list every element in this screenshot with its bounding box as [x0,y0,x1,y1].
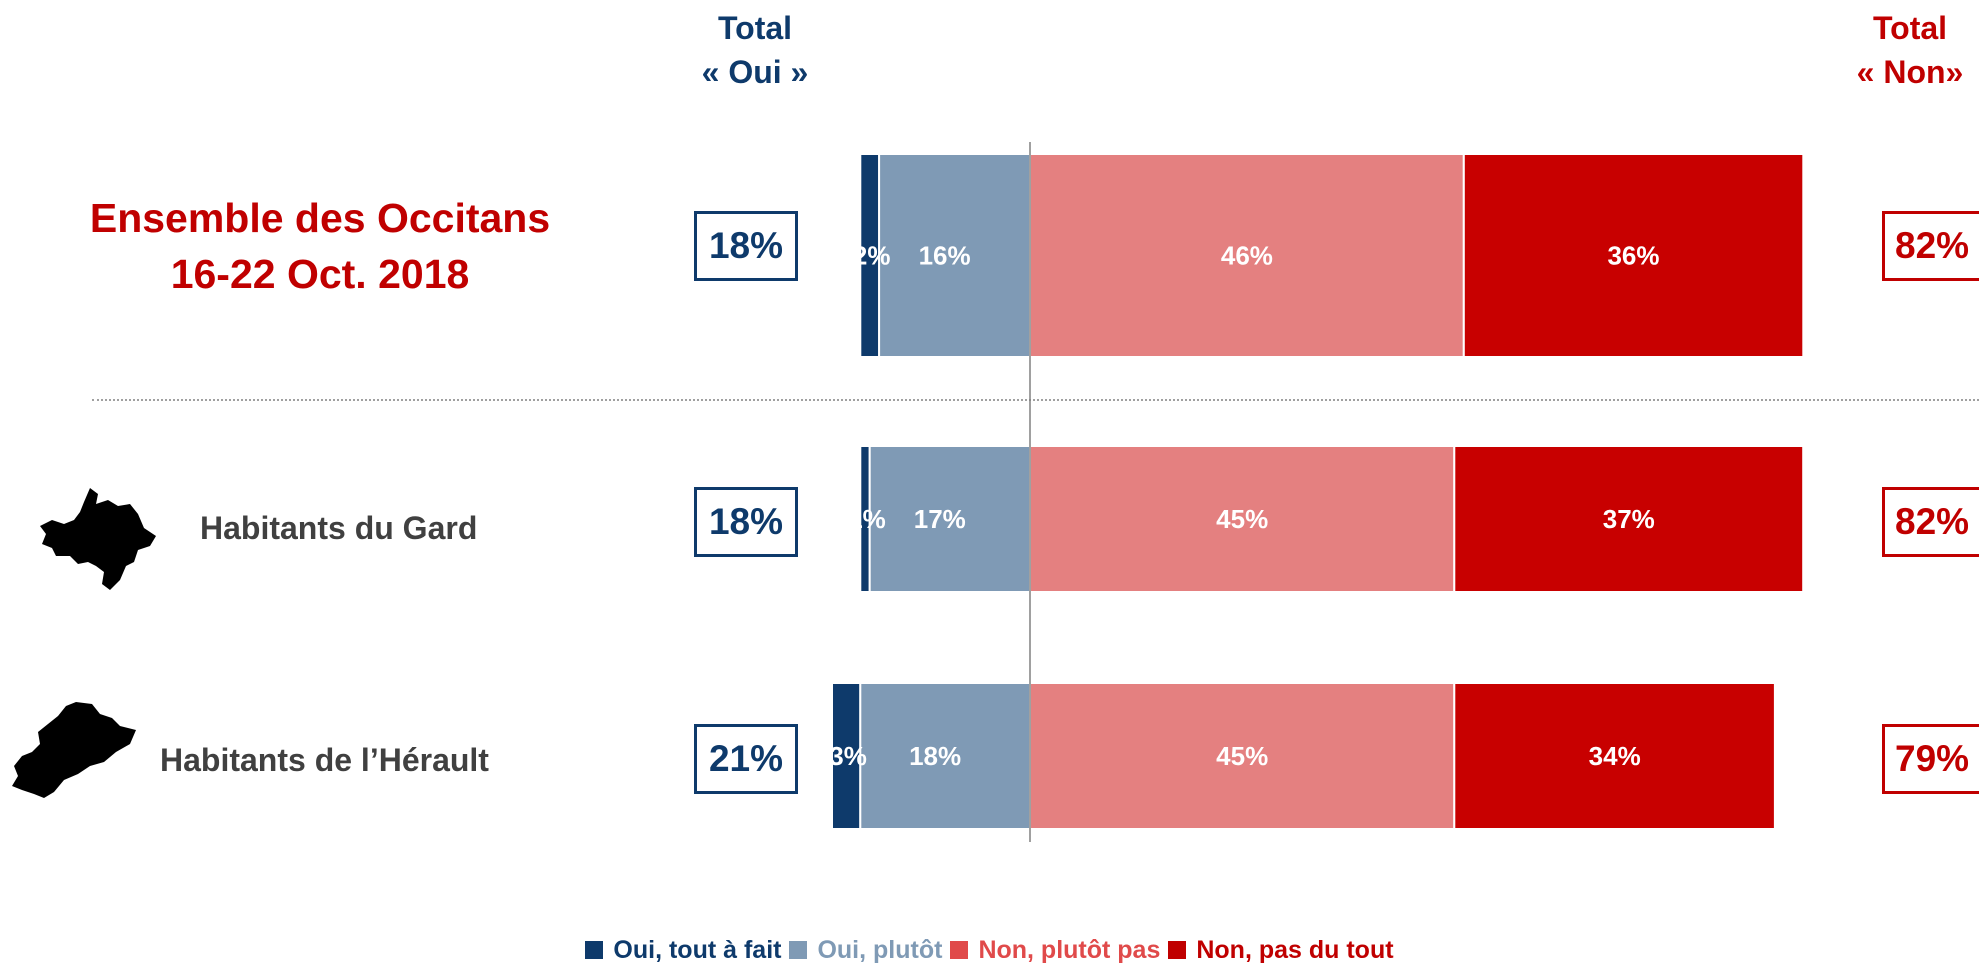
legend-item-non-pas-du-tout: Non, pas du tout [1168,935,1394,965]
bar-gard-non-pas-du-tout [1453,445,1805,593]
gard-map-icon [40,488,156,590]
total-non-box-ensemble: 82% [1882,211,1979,281]
legend-label: Oui, plutôt [817,935,943,964]
legend-item-non-plutot-pas: Non, plutôt pas [950,936,1160,965]
data-label-ensemble-oui-plutot: 16% [919,241,971,271]
legend-label: Non, plutôt pas [978,935,1161,964]
legend-swatch [585,941,604,959]
chart-legend: Oui, tout à fait Oui, plutôt Non, plutôt… [0,933,1979,967]
data-label-herault-oui-tout-a-fait: 3% [829,741,867,771]
bar-ensemble-non-plutot-pas [1029,153,1465,358]
data-label-ensemble-non-plutot-pas: 46% [1221,241,1273,271]
bar-gard-oui-plutot [868,445,1032,593]
total-non-box-herault: 79% [1882,724,1979,794]
total-non-header-line1: Total [1872,10,1948,46]
herault-map-icon [12,702,136,798]
data-label-herault-non-plutot-pas: 45% [1216,741,1268,771]
total-oui-box-herault: 21% [694,724,798,794]
total-non-box-gard: 82% [1882,487,1979,557]
legend-swatch [950,941,969,959]
data-label-gard-non-plutot-pas: 45% [1216,504,1268,534]
legend-item-oui-tout-a-fait: Oui, tout à fait [585,936,781,965]
row-label-herault: Habitants de l’Hérault [160,742,489,778]
bar-herault-oui-tout-a-fait [831,682,862,830]
legend-swatch [1168,941,1187,959]
bar-herault-non-pas-du-tout [1453,682,1776,830]
row-label-gard: Habitants du Gard [200,510,478,546]
total-oui-header-line1: Total [717,10,793,46]
data-label-ensemble-non-pas-du-tout: 36% [1607,241,1659,271]
legend-swatch [789,941,808,959]
legend-label: Non, pas du tout [1196,935,1394,964]
total-non-header-line2: « Non» [1856,54,1964,90]
bar-ensemble-non-pas-du-tout [1462,153,1805,358]
total-non-header: Total « Non» [1780,6,1979,94]
total-oui-header: Total « Oui » [630,6,880,94]
data-label-gard-non-pas-du-tout: 37% [1603,504,1655,534]
data-label-gard-oui-plutot: 17% [914,504,966,534]
data-label-gard-oui-tout-a-fait: 1% [848,504,886,534]
bar-herault-non-plutot-pas [1029,682,1456,830]
data-label-ensemble-oui-tout-a-fait: 2% [853,241,891,271]
total-oui-box-gard: 18% [694,487,798,557]
row-label-ensemble: Ensemble des Occitans 16-22 Oct. 2018 [60,190,580,302]
legend-item-oui-plutot: Oui, plutôt [789,936,942,965]
bar-gard-non-plutot-pas [1029,445,1456,593]
data-label-herault-non-pas-du-tout: 34% [1589,741,1641,771]
total-oui-box-ensemble: 18% [694,211,798,281]
total-oui-header-line2: « Oui » [701,54,809,90]
bar-ensemble-oui-plutot [878,153,1031,358]
row-label-ensemble-line1: Ensemble des Occitans [89,195,551,241]
data-label-herault-oui-plutot: 18% [909,741,961,771]
legend-label: Oui, tout à fait [613,935,782,964]
separator-line [92,399,1979,401]
row-label-ensemble-line2: 16-22 Oct. 2018 [170,251,470,297]
